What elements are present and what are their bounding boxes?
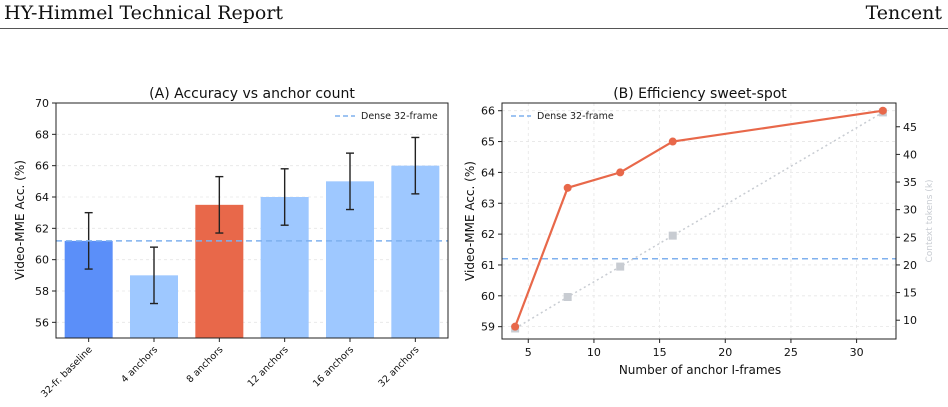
chart-a-x-tick-label: 16 anchors [311,344,356,389]
chart-b-y2-tick-label: 25 [903,231,917,244]
chart-a-y-tick-label: 56 [35,316,49,329]
chart-b-accuracy-series [511,106,887,331]
chart-b-y2-tick-label: 45 [903,121,917,134]
chart-b-tokens-point [616,262,625,271]
chart-b-title: (B) Efficiency sweet-spot [613,86,787,102]
chart-b-y-tick-label: 66 [481,105,495,118]
chart-b-y-tick-label: 61 [481,259,495,272]
chart-b-y-ticks: 59 60 61 62 63 64 65 66 [481,105,502,334]
chart-a-title: (A) Accuracy vs anchor count [149,86,355,102]
chart-b-y2-tick-label: 10 [903,314,917,327]
chart-a: (A) Accuracy vs anchor count 56 58 60 62 64 6… [13,86,449,400]
chart-a-y-tick-label: 64 [35,191,49,204]
chart-b-tokens-series [511,108,887,333]
chart-a-y-tick-label: 68 [35,128,49,141]
chart-a-legend-label: Dense 32-frame [361,111,438,122]
report-header: HY-Himmel Technical Report Tencent [0,0,948,29]
company-name: Tencent [865,2,942,24]
chart-a-y-tick-label: 58 [35,285,49,298]
chart-b-accuracy-point [878,106,887,115]
chart-b-accuracy-point [668,137,677,146]
chart-b-y2-tick-label: 30 [903,204,917,217]
chart-b-accuracy-point [563,183,572,192]
chart-a-legend: Dense 32-frame [335,111,438,122]
chart-b-x-label: Number of anchor I-frames [619,363,781,377]
chart-b-tokens-point [563,292,572,301]
chart-a-y-tick-label: 70 [35,97,49,110]
chart-b-x-tick-label: 15 [653,346,667,359]
chart-a-x-ticks: 32-fr. baseline 4 anchors 8 anchors 12 anch… [39,338,421,400]
chart-b-y-label: Video-MME Acc. (%) [463,161,477,281]
chart-a-grid [56,102,448,323]
chart-b-y-tick-label: 63 [481,197,495,210]
chart-a-x-tick-label: 12 anchors [246,344,291,389]
chart-b-y2-tick-label: 20 [903,259,917,272]
chart-b-y-tick-label: 59 [481,321,495,334]
chart-b-x-tick-label: 10 [587,346,601,359]
chart-b-y-tick-label: 65 [481,136,495,149]
chart-b-tokens-point [668,231,677,240]
chart-b-y2-label: Context tokens (k) [925,179,935,262]
chart-b-y-tick-label: 62 [481,228,495,241]
chart-a-x-tick-label: 32 anchors [376,344,421,389]
chart-a-y-ticks: 56 58 60 62 64 66 68 70 [35,97,56,329]
chart-b-x-tick-label: 20 [718,346,732,359]
chart-b-x-tick-label: 25 [784,346,798,359]
report-title: HY-Himmel Technical Report [4,2,284,24]
chart-a-y-label: Video-MME Acc. (%) [13,160,27,280]
chart-b-y2-tick-label: 40 [903,148,917,161]
chart-b-x-tick-label: 5 [525,346,532,359]
chart-b-y2-ticks: 10 15 20 25 30 35 40 45 [896,121,917,327]
chart-b-legend: Dense 32-frame [511,111,614,122]
chart-b-frame [501,102,897,340]
chart-b-y-tick-label: 64 [481,166,495,179]
chart-b-accuracy-point [511,322,520,331]
chart-a-y-tick-label: 62 [35,222,49,235]
chart-a-y-tick-label: 60 [35,254,49,267]
chart-a-x-tick-label: 32-fr. baseline [39,344,95,400]
chart-b-legend-label: Dense 32-frame [537,111,614,122]
chart-b-x-tick-label: 30 [850,346,864,359]
chart-b-x-ticks: 5 10 15 20 25 30 [525,339,864,359]
chart-a-bars [64,165,440,338]
chart-a-x-tick-label: 4 anchors [119,344,160,385]
chart-b-y2-tick-label: 35 [903,176,917,189]
chart-a-frame [55,102,449,339]
chart-b-y2-tick-label: 15 [903,287,917,300]
chart-b-accuracy-point [616,168,625,177]
chart-a-y-tick-label: 66 [35,160,49,173]
chart-a-x-tick-label: 8 anchors [185,344,226,385]
chart-b: (B) Efficiency sweet-spot 59 60 61 62 63 64 65… [463,86,935,377]
chart-b-y-tick-label: 60 [481,290,495,303]
